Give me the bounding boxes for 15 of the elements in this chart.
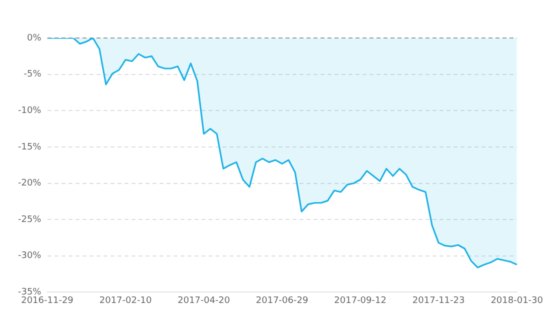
x-tick-label: 2017-02-10 <box>99 296 152 306</box>
y-tick-label: -10% <box>18 106 42 116</box>
x-tick-label: 2017-11-23 <box>412 296 465 306</box>
x-tick-label: 2018-01-30 <box>490 296 544 306</box>
y-tick-label: -35% <box>18 288 42 298</box>
y-tick-label: 0% <box>26 33 42 44</box>
y-tick-label: -30% <box>18 251 42 262</box>
x-tick-label: 2017-06-29 <box>256 296 308 306</box>
x-tick-label: 2017-04-20 <box>178 296 230 306</box>
x-tick-label: 2016-11-29 <box>21 296 74 306</box>
y-tick-label: -5% <box>24 70 42 80</box>
y-tick-label: -25% <box>18 214 42 225</box>
y-tick-label: -20% <box>18 178 42 189</box>
y-tick-label: -15% <box>18 142 42 152</box>
x-tick-label: 2017-09-12 <box>334 296 386 306</box>
